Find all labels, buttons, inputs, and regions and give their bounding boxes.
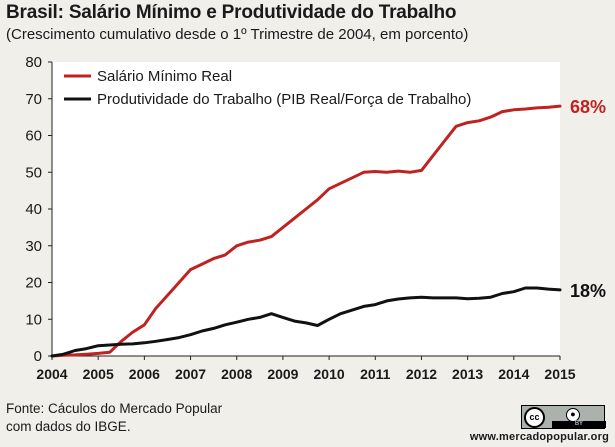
website-url: www.mercadopopular.org	[469, 431, 609, 443]
x-tick-label: 2014	[498, 366, 529, 382]
y-tick-label: 80	[25, 54, 42, 71]
y-tick-label: 40	[25, 201, 42, 218]
series-end-label: 18%	[570, 281, 606, 301]
legend-label: Produtividade do Trabalho (PIB Real/Forç…	[97, 91, 471, 108]
y-tick-label: 20	[25, 275, 42, 292]
series-end-label: 68%	[570, 97, 606, 117]
x-tick-label: 2011	[360, 366, 391, 382]
x-tick-label: 2015	[544, 366, 575, 382]
chart-title: Brasil: Salário Mínimo e Produtividade d…	[6, 2, 457, 23]
series-line-2	[50, 286, 562, 358]
x-tick-label: 2004	[36, 366, 67, 382]
cc-icon: cc	[524, 407, 545, 428]
person-icon: ●	[566, 408, 580, 422]
y-tick-label: 0	[34, 348, 42, 365]
y-tick-label: 70	[25, 91, 42, 108]
source-note: Fonte: Cáculos do Mercado Popular com da…	[6, 400, 222, 436]
x-tick-label: 2005	[83, 366, 114, 382]
y-tick-label: 30	[25, 238, 42, 255]
legend-label: Salário Mínimo Real	[97, 68, 232, 85]
y-tick-label: 50	[25, 164, 42, 181]
x-tick-label: 2006	[129, 366, 160, 382]
x-tick-label: 2009	[267, 366, 298, 382]
x-tick-label: 2007	[175, 366, 206, 382]
x-tick-label: 2013	[452, 366, 483, 382]
source-line-1: Fonte: Cáculos do Mercado Popular	[6, 401, 223, 416]
x-tick-label: 2010	[314, 366, 345, 382]
source-line-2: com dados do IBGE.	[6, 419, 131, 434]
by-label: BY	[552, 421, 606, 428]
y-tick-label: 10	[25, 311, 42, 328]
x-tick-label: 2008	[221, 366, 252, 382]
x-tick-label: 2012	[406, 366, 437, 382]
chart-subtitle: (Crescimento cumulativo desde o 1º Trime…	[6, 26, 469, 43]
y-tick-label: 60	[25, 128, 42, 145]
series-line-1	[50, 104, 562, 358]
cc-license-badge: cc ● BY	[521, 405, 606, 429]
